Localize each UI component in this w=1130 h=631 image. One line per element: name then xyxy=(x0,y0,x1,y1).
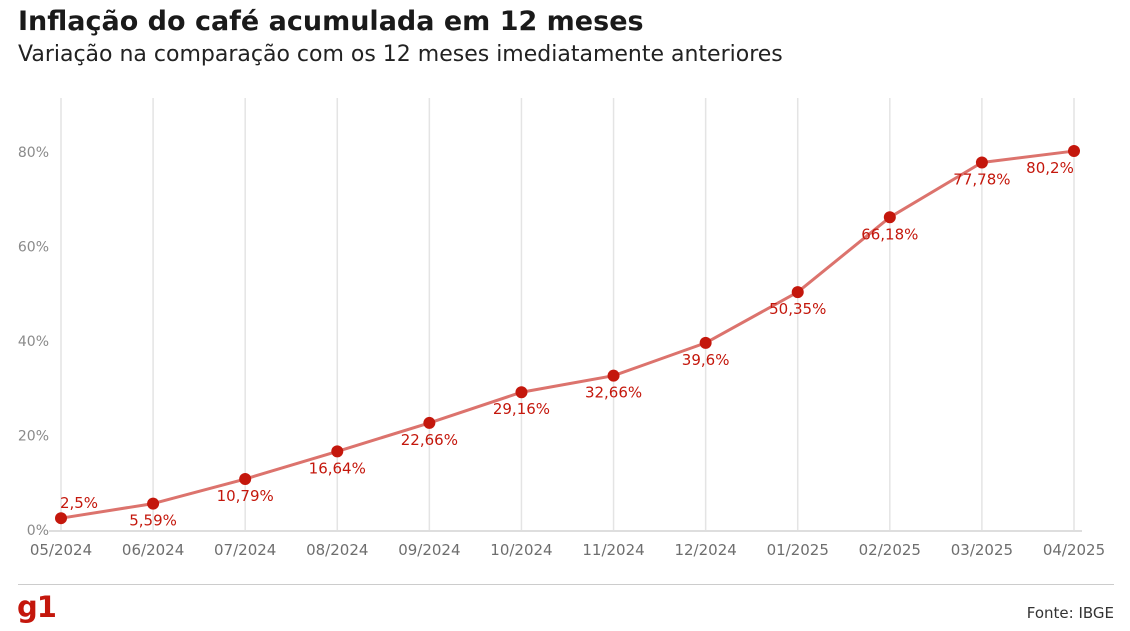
data-label: 29,16% xyxy=(493,400,550,418)
footer-divider xyxy=(18,584,1114,585)
x-tick-label: 09/2024 xyxy=(398,541,460,559)
y-tick-label: 60% xyxy=(18,240,49,256)
series-line xyxy=(60,149,1075,520)
x-tick-label: 03/2025 xyxy=(951,541,1013,559)
data-label: 39,6% xyxy=(682,351,730,369)
x-tick-label: 11/2024 xyxy=(582,541,644,559)
data-point xyxy=(423,416,436,429)
data-label: 16,64% xyxy=(309,459,366,477)
data-label: 2,5% xyxy=(60,494,98,512)
data-point xyxy=(699,336,712,349)
x-tick-label: 04/2025 xyxy=(1043,541,1105,559)
data-label: 80,2% xyxy=(1026,159,1074,177)
data-label: 10,79% xyxy=(217,487,274,505)
y-tick-label: 20% xyxy=(18,429,49,445)
x-tick-label: 06/2024 xyxy=(122,541,184,559)
x-tick-label: 02/2025 xyxy=(859,541,921,559)
data-label: 50,35% xyxy=(769,300,826,318)
data-point xyxy=(883,211,896,224)
data-label: 22,66% xyxy=(401,431,458,449)
source-note: Fonte: IBGE xyxy=(1026,604,1114,622)
x-tick-label: 07/2024 xyxy=(214,541,276,559)
g1-logo: g1 xyxy=(17,590,57,624)
y-tick-label: 40% xyxy=(18,334,49,350)
data-point xyxy=(607,369,620,382)
data-point xyxy=(55,512,67,525)
data-label: 66,18% xyxy=(861,225,918,243)
x-tick-label: 05/2024 xyxy=(30,541,92,559)
data-point xyxy=(239,473,252,486)
data-label: 77,78% xyxy=(953,170,1010,188)
data-point xyxy=(791,286,804,299)
y-tick-label: 80% xyxy=(18,145,49,161)
x-tick-label: 08/2024 xyxy=(306,541,368,559)
data-point xyxy=(1068,145,1080,158)
x-tick-label: 12/2024 xyxy=(674,541,736,559)
x-tick-label: 10/2024 xyxy=(490,541,552,559)
data-point xyxy=(975,156,988,169)
data-label: 32,66% xyxy=(585,384,642,402)
chart-title: Inflação do café acumulada em 12 meses xyxy=(18,6,644,37)
line-chart: 0% 20% 40% 60% 80% 05/2024 06/2024 07/2024 08/20… xyxy=(18,98,1105,559)
data-point xyxy=(515,386,528,399)
data-label: 5,59% xyxy=(129,512,177,530)
x-tick-label: 01/2025 xyxy=(767,541,829,559)
chart-subtitle: Variação na comparação com os 12 meses i… xyxy=(18,42,783,67)
y-tick-label: 0% xyxy=(27,523,49,539)
data-point xyxy=(147,497,160,510)
data-point xyxy=(331,445,344,458)
